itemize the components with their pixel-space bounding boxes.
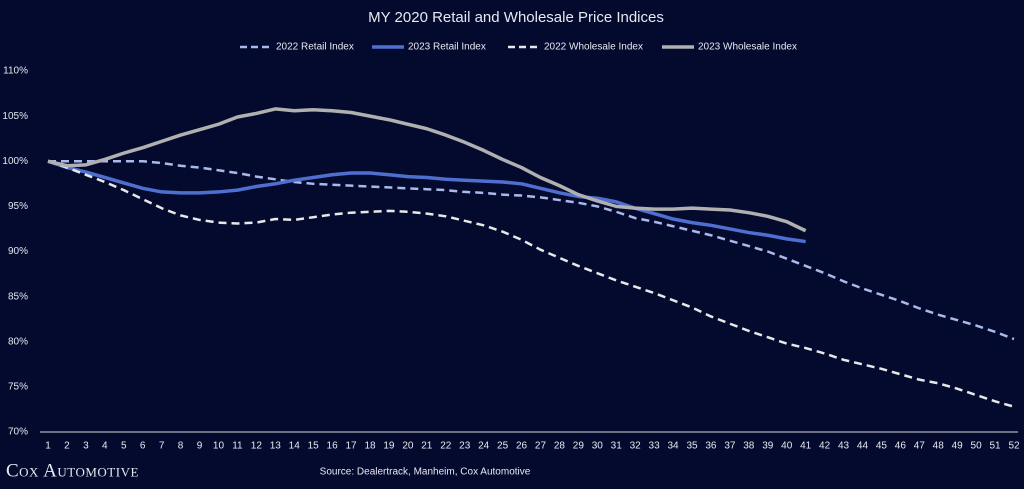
- x-tick-label: 28: [554, 441, 566, 452]
- x-tick-label: 12: [251, 441, 263, 452]
- x-tick-label: 24: [478, 441, 490, 452]
- x-tick-label: 47: [914, 441, 926, 452]
- x-tick-label: 46: [895, 441, 907, 452]
- series-line: [47, 159, 806, 244]
- x-tick-label: 17: [345, 441, 357, 452]
- x-tick-label: 21: [421, 441, 433, 452]
- x-tick-label: 2: [64, 441, 70, 452]
- x-tick-label: 22: [440, 441, 452, 452]
- x-tick-label: 42: [819, 441, 831, 452]
- x-tick-label: 33: [649, 441, 661, 452]
- x-tick-label: 18: [364, 441, 376, 452]
- x-tick-label: 20: [402, 441, 414, 452]
- x-tick-label: 39: [762, 441, 774, 452]
- x-tick-label: 41: [800, 441, 812, 452]
- x-tick-label: 15: [308, 441, 320, 452]
- x-tick-label: 36: [705, 441, 717, 452]
- x-tick-label: 16: [327, 441, 339, 452]
- y-tick-label: 110%: [3, 66, 28, 77]
- x-tick-label: 30: [592, 441, 604, 452]
- series-line: [47, 160, 1015, 408]
- x-tick-label: 31: [611, 441, 623, 452]
- x-tick-label: 45: [876, 441, 888, 452]
- x-tick-label: 49: [952, 441, 964, 452]
- legend-label: 2022 Wholesale Index: [544, 42, 643, 53]
- x-tick-label: 43: [838, 441, 850, 452]
- x-tick-label: 44: [857, 441, 869, 452]
- source-note: Source: Dealertrack, Manheim, Cox Automo…: [320, 467, 531, 478]
- legend-label: 2023 Wholesale Index: [698, 42, 797, 53]
- x-tick-label: 51: [989, 441, 1001, 452]
- x-tick-label: 32: [630, 441, 642, 452]
- x-tick-label: 25: [497, 441, 509, 452]
- chart-title: MY 2020 Retail and Wholesale Price Indic…: [368, 9, 664, 26]
- x-tick-label: 3: [83, 441, 89, 452]
- x-tick-label: 5: [121, 441, 127, 452]
- x-tick-label: 9: [197, 441, 203, 452]
- x-tick-label: 50: [971, 441, 983, 452]
- y-tick-label: 70%: [8, 427, 28, 438]
- x-tick-label: 7: [159, 441, 165, 452]
- brand-logo: Cox Automotive: [6, 460, 139, 481]
- x-tick-label: 27: [535, 441, 547, 452]
- y-tick-label: 100%: [2, 156, 28, 167]
- x-tick-label: 40: [781, 441, 793, 452]
- x-tick-label: 10: [213, 441, 225, 452]
- x-tick-label: 8: [178, 441, 184, 452]
- y-tick-label: 85%: [8, 291, 28, 302]
- x-tick-label: 37: [724, 441, 736, 452]
- x-tick-label: 38: [743, 441, 755, 452]
- y-tick-label: 105%: [2, 111, 28, 122]
- legend-label: 2023 Retail Index: [408, 42, 486, 53]
- series-line: [48, 160, 1015, 341]
- x-tick-label: 14: [289, 441, 301, 452]
- x-tick-label: 48: [933, 441, 945, 452]
- y-tick-label: 80%: [8, 336, 28, 347]
- x-tick-label: 29: [573, 441, 585, 452]
- x-tick-label: 34: [667, 441, 679, 452]
- series-line: [47, 107, 807, 233]
- legend-label: 2022 Retail Index: [276, 42, 354, 53]
- y-tick-label: 90%: [8, 246, 28, 257]
- x-tick-label: 1: [45, 441, 51, 452]
- x-tick-label: 26: [516, 441, 528, 452]
- x-tick-label: 6: [140, 441, 146, 452]
- x-tick-label: 13: [270, 441, 282, 452]
- x-tick-label: 19: [383, 441, 395, 452]
- x-tick-label: 35: [686, 441, 698, 452]
- x-tick-label: 52: [1008, 441, 1020, 452]
- y-tick-label: 75%: [8, 382, 28, 393]
- x-tick-label: 11: [232, 441, 243, 452]
- y-tick-label: 95%: [8, 201, 28, 212]
- x-tick-label: 4: [102, 441, 108, 452]
- x-tick-label: 23: [459, 441, 471, 452]
